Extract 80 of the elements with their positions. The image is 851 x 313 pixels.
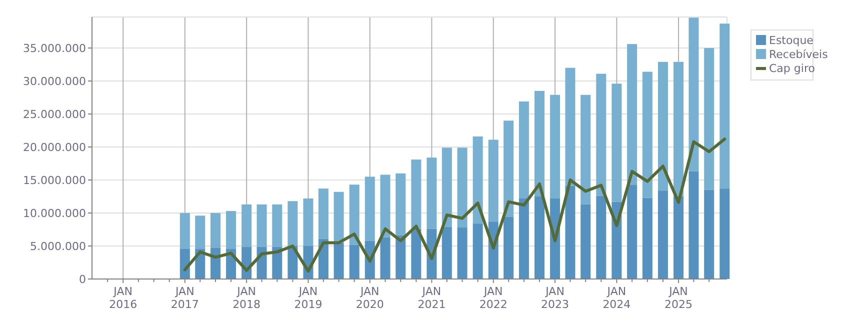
bar bbox=[704, 190, 714, 279]
bar bbox=[627, 44, 638, 185]
bar bbox=[472, 136, 483, 224]
x-tick-label: JAN 2018 bbox=[232, 285, 261, 311]
y-tick-label: 5.000.000 bbox=[30, 240, 86, 253]
bar bbox=[674, 196, 684, 279]
bar bbox=[674, 62, 684, 197]
legend-label: Recebíveis bbox=[769, 48, 828, 61]
bar bbox=[288, 201, 298, 246]
bar bbox=[411, 160, 422, 229]
bar bbox=[688, 18, 699, 172]
bar bbox=[349, 244, 360, 279]
y-tick-label: 15.000.000 bbox=[23, 174, 86, 187]
bar bbox=[504, 120, 514, 217]
bar bbox=[704, 48, 714, 190]
bar bbox=[658, 62, 668, 191]
bar bbox=[411, 228, 422, 279]
bar bbox=[565, 68, 576, 186]
x-tick-label: JAN 2020 bbox=[356, 285, 384, 311]
y-tick-label: 30.000.000 bbox=[23, 74, 86, 88]
bar bbox=[349, 184, 360, 245]
x-tick-label: JAN 2021 bbox=[418, 285, 446, 311]
bar bbox=[488, 140, 498, 222]
bar bbox=[658, 190, 668, 279]
bar bbox=[627, 184, 638, 279]
legend-label: Cap giro bbox=[769, 62, 816, 75]
bar bbox=[210, 213, 220, 248]
bar bbox=[534, 90, 544, 197]
bar bbox=[642, 72, 652, 198]
x-tick-label: JAN 2019 bbox=[294, 285, 322, 311]
bar bbox=[504, 216, 514, 279]
bar bbox=[195, 216, 206, 249]
bar bbox=[180, 213, 190, 249]
bar bbox=[596, 196, 606, 279]
legend-label: Estoque bbox=[769, 34, 814, 47]
bar bbox=[720, 24, 730, 189]
line-series bbox=[183, 138, 726, 273]
bar bbox=[720, 188, 730, 279]
bar bbox=[457, 148, 468, 228]
x-tick-label: JAN 2022 bbox=[479, 285, 508, 311]
bar bbox=[226, 211, 236, 249]
bar bbox=[596, 74, 606, 196]
bar bbox=[534, 196, 544, 279]
y-tick-label: 10.000.000 bbox=[23, 206, 86, 220]
bar bbox=[565, 186, 576, 279]
x-tick-label: JAN 2025 bbox=[664, 285, 693, 311]
bar bbox=[396, 173, 406, 236]
bar bbox=[303, 198, 314, 246]
x-tick-label: JAN 2024 bbox=[602, 285, 631, 311]
bar bbox=[242, 204, 252, 247]
bar bbox=[472, 224, 483, 279]
x-tick-label: JAN 2023 bbox=[541, 285, 570, 311]
bar bbox=[612, 84, 622, 202]
bar bbox=[518, 101, 529, 198]
y-tick-label: 35.000.000 bbox=[23, 42, 86, 55]
bar bbox=[426, 158, 437, 229]
bar bbox=[380, 174, 390, 238]
bar bbox=[364, 176, 375, 241]
y-tick-label: 0 bbox=[79, 272, 86, 286]
y-tick-label: 20.000.000 bbox=[23, 140, 86, 154]
bar bbox=[642, 198, 652, 279]
bar bbox=[550, 94, 560, 198]
bar bbox=[580, 204, 591, 279]
bar bbox=[518, 198, 529, 279]
bar bbox=[334, 242, 344, 279]
bar bbox=[442, 226, 452, 279]
bar bbox=[396, 235, 406, 279]
bar bbox=[688, 171, 699, 279]
bar bbox=[457, 228, 468, 279]
bar bbox=[180, 248, 190, 279]
bar bbox=[334, 192, 344, 243]
bar bbox=[442, 148, 452, 227]
bar bbox=[256, 204, 267, 247]
x-tick-label: JAN 2016 bbox=[109, 285, 138, 311]
bar bbox=[318, 188, 328, 239]
x-tick-label: JAN 2017 bbox=[170, 285, 199, 311]
bar bbox=[380, 237, 390, 279]
y-tick-label: 25.000.000 bbox=[23, 108, 86, 121]
bar bbox=[580, 94, 591, 204]
bar bbox=[272, 204, 282, 247]
